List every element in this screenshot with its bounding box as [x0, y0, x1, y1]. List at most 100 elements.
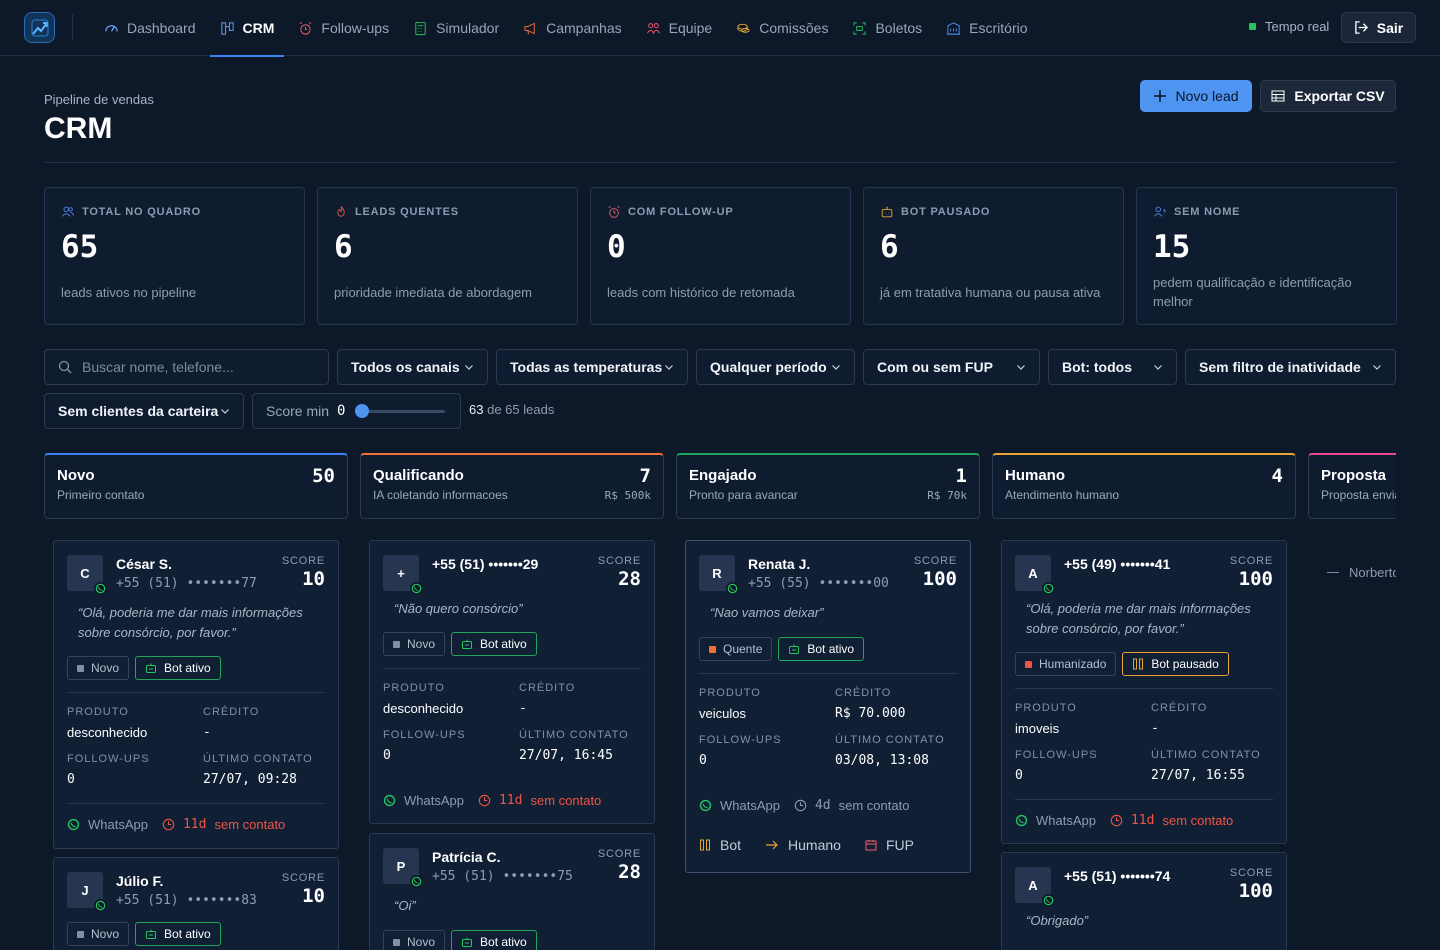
whatsapp-icon	[410, 582, 423, 595]
stat-label: SEM NOME	[1174, 206, 1241, 218]
lead-card[interactable]: P Patrícia C. +55 (51) •••••••75 SCORE 28…	[369, 833, 655, 950]
column-header-proposta[interactable]: Proposta Proposta enviada	[1308, 453, 1396, 519]
nav-item-escritrio[interactable]: Escritório	[934, 0, 1039, 56]
bot-status-tag[interactable]: Bot ativo	[778, 637, 865, 661]
period-select[interactable]: Qualquer período	[696, 349, 855, 385]
followup-select[interactable]: Com ou sem FUP	[863, 349, 1040, 385]
avatar-initial: J	[81, 882, 89, 898]
lead-phone: +55 (55) •••••••00	[748, 576, 889, 591]
human-action-button[interactable]: Humano	[765, 837, 841, 853]
fup-action-button[interactable]: FUP	[865, 837, 914, 853]
chevron-down-icon	[1373, 365, 1381, 370]
inactivity-select[interactable]: Sem filtro de inatividade	[1185, 349, 1396, 385]
bot-status-tag[interactable]: Bot ativo	[451, 930, 537, 950]
lead-card[interactable]: A +55 (49) •••••••41 SCORE 100 “Olá, pode…	[1001, 540, 1287, 844]
temperature-select[interactable]: Todas as temperaturas	[496, 349, 688, 385]
chevron-down-icon	[665, 365, 673, 370]
nav-item-campanhas[interactable]: Campanhas	[511, 0, 634, 56]
temperature-tag: Humanizado	[1015, 652, 1117, 676]
lead-score: SCORE 28	[598, 848, 641, 883]
score-label: SCORE	[281, 872, 325, 884]
lead-card[interactable]: C César S. +55 (51) •••••••77 SCORE 10 “O…	[53, 540, 339, 849]
search-input[interactable]: Buscar nome, telefone...	[44, 349, 329, 385]
nav-item-dashboard[interactable]: Dashboard	[92, 0, 208, 56]
gauge-icon	[105, 24, 118, 32]
bot-status-tag[interactable]: Bot pausado	[1122, 652, 1229, 676]
bot-select[interactable]: Bot: todos	[1048, 349, 1177, 385]
credit-label: CRÉDITO	[203, 706, 260, 718]
last-contact-value: 03/08, 13:08	[835, 753, 929, 768]
nav-item-crm[interactable]: CRM	[208, 0, 287, 57]
whatsapp-icon	[1015, 814, 1028, 827]
new-lead-button[interactable]: Novo lead	[1140, 80, 1252, 112]
slider-thumb[interactable]	[355, 404, 370, 418]
realtime-indicator: Tempo real	[1249, 19, 1329, 34]
lead-card[interactable]: A +55 (51) •••••••74 SCORE 100 “Obrigado”	[1001, 852, 1287, 950]
app-logo[interactable]	[24, 12, 55, 43]
stat-label-row: SEM NOME	[1153, 205, 1380, 219]
score-min-slider[interactable]	[355, 404, 446, 418]
no-contact-label: sem contato	[1162, 813, 1234, 828]
credit-value: -	[1151, 721, 1159, 736]
nav-item-followups[interactable]: Follow-ups	[286, 0, 401, 56]
stat-card: TOTAL NO QUADRO 65 leads ativos no pipelin…	[44, 187, 305, 325]
product-label: PRODUTO	[1015, 702, 1077, 714]
nav-item-comisses[interactable]: Comissões	[724, 0, 840, 56]
bot-status-label: Bot ativo	[164, 927, 211, 941]
channel-label: WhatsApp	[88, 817, 148, 832]
bot-status-tag[interactable]: Bot ativo	[135, 922, 221, 946]
arrow-right-icon	[766, 840, 778, 850]
column-header-humano[interactable]: Humano Atendimento humano 4	[992, 453, 1296, 519]
nav-item-label: Simulador	[436, 20, 500, 36]
lead-name: +55 (51) •••••••29	[432, 556, 539, 572]
building-icon	[947, 21, 961, 35]
column-header-qualificando[interactable]: Qualificando IA coletando informacoes 7 R$ …	[360, 453, 664, 519]
score-label: SCORE	[1229, 867, 1273, 879]
whatsapp-icon	[726, 582, 739, 595]
column-header-novo[interactable]: Novo Primeiro contato 50	[44, 453, 348, 519]
temperature-tag: Novo	[67, 656, 130, 680]
scan-icon	[853, 21, 867, 35]
avatar: R	[699, 555, 739, 595]
temperature-tag-label: Novo	[91, 927, 120, 941]
pause-icon	[1133, 658, 1144, 670]
nav-item-simulador[interactable]: Simulador	[401, 0, 511, 56]
product-label: PRODUTO	[699, 687, 761, 699]
lead-card[interactable]: + +55 (51) •••••••29 SCORE 28 “Não quero …	[369, 540, 655, 824]
lead-card[interactable]: J Júlio F. +55 (51) •••••••83 SCORE 10 No…	[53, 857, 339, 950]
lead-card[interactable]: R Renata J. +55 (55) •••••••00 SCORE 100 …	[685, 540, 971, 873]
bot-action-button[interactable]: Bot	[699, 837, 741, 853]
export-csv-button[interactable]: Exportar CSV	[1260, 80, 1396, 112]
column-header-engajado[interactable]: Engajado Pronto para avancar 1 R$ 70k	[676, 453, 980, 519]
score-min-value: 0	[337, 403, 346, 419]
bot-icon	[146, 929, 157, 939]
logout-button[interactable]: Sair	[1341, 12, 1416, 43]
portfolio-select[interactable]: Sem clientes da carteira	[44, 393, 244, 429]
temperature-tag: Novo	[383, 930, 446, 950]
chevron-down-icon	[465, 365, 473, 370]
bot-status-tag[interactable]: Bot ativo	[135, 656, 221, 680]
realtime-label: Tempo real	[1265, 19, 1330, 34]
kanban-board: Novo Primeiro contato 50 Qualificando IA col…	[44, 453, 1396, 950]
bot-status-tag[interactable]: Bot ativo	[451, 632, 537, 656]
whatsapp-icon	[67, 818, 80, 831]
temperature-tag: Novo	[383, 632, 446, 656]
avatar: A	[1015, 867, 1055, 907]
followups-label: FOLLOW-UPS	[67, 753, 150, 765]
card-divider	[1015, 688, 1273, 689]
last-contact-label: ÚLTIMO CONTATO	[835, 734, 945, 746]
table-icon	[1271, 90, 1285, 102]
human-action-label: Humano	[788, 837, 841, 853]
column-name: Engajado	[689, 467, 757, 484]
credit-label: CRÉDITO	[1151, 702, 1208, 714]
nav-item-equipe[interactable]: Equipe	[634, 0, 725, 56]
whatsapp-icon	[699, 799, 712, 812]
stat-value: 6	[334, 229, 353, 265]
avatar-initial: C	[80, 565, 90, 581]
nav-item-boletos[interactable]: Boletos	[840, 0, 934, 56]
channel-select[interactable]: Todos os canais	[337, 349, 488, 385]
bot-icon	[881, 206, 893, 218]
lead-score: SCORE 10	[282, 555, 325, 590]
calculator-icon	[415, 21, 426, 35]
last-message: “Nao vamos deixar”	[710, 605, 824, 620]
